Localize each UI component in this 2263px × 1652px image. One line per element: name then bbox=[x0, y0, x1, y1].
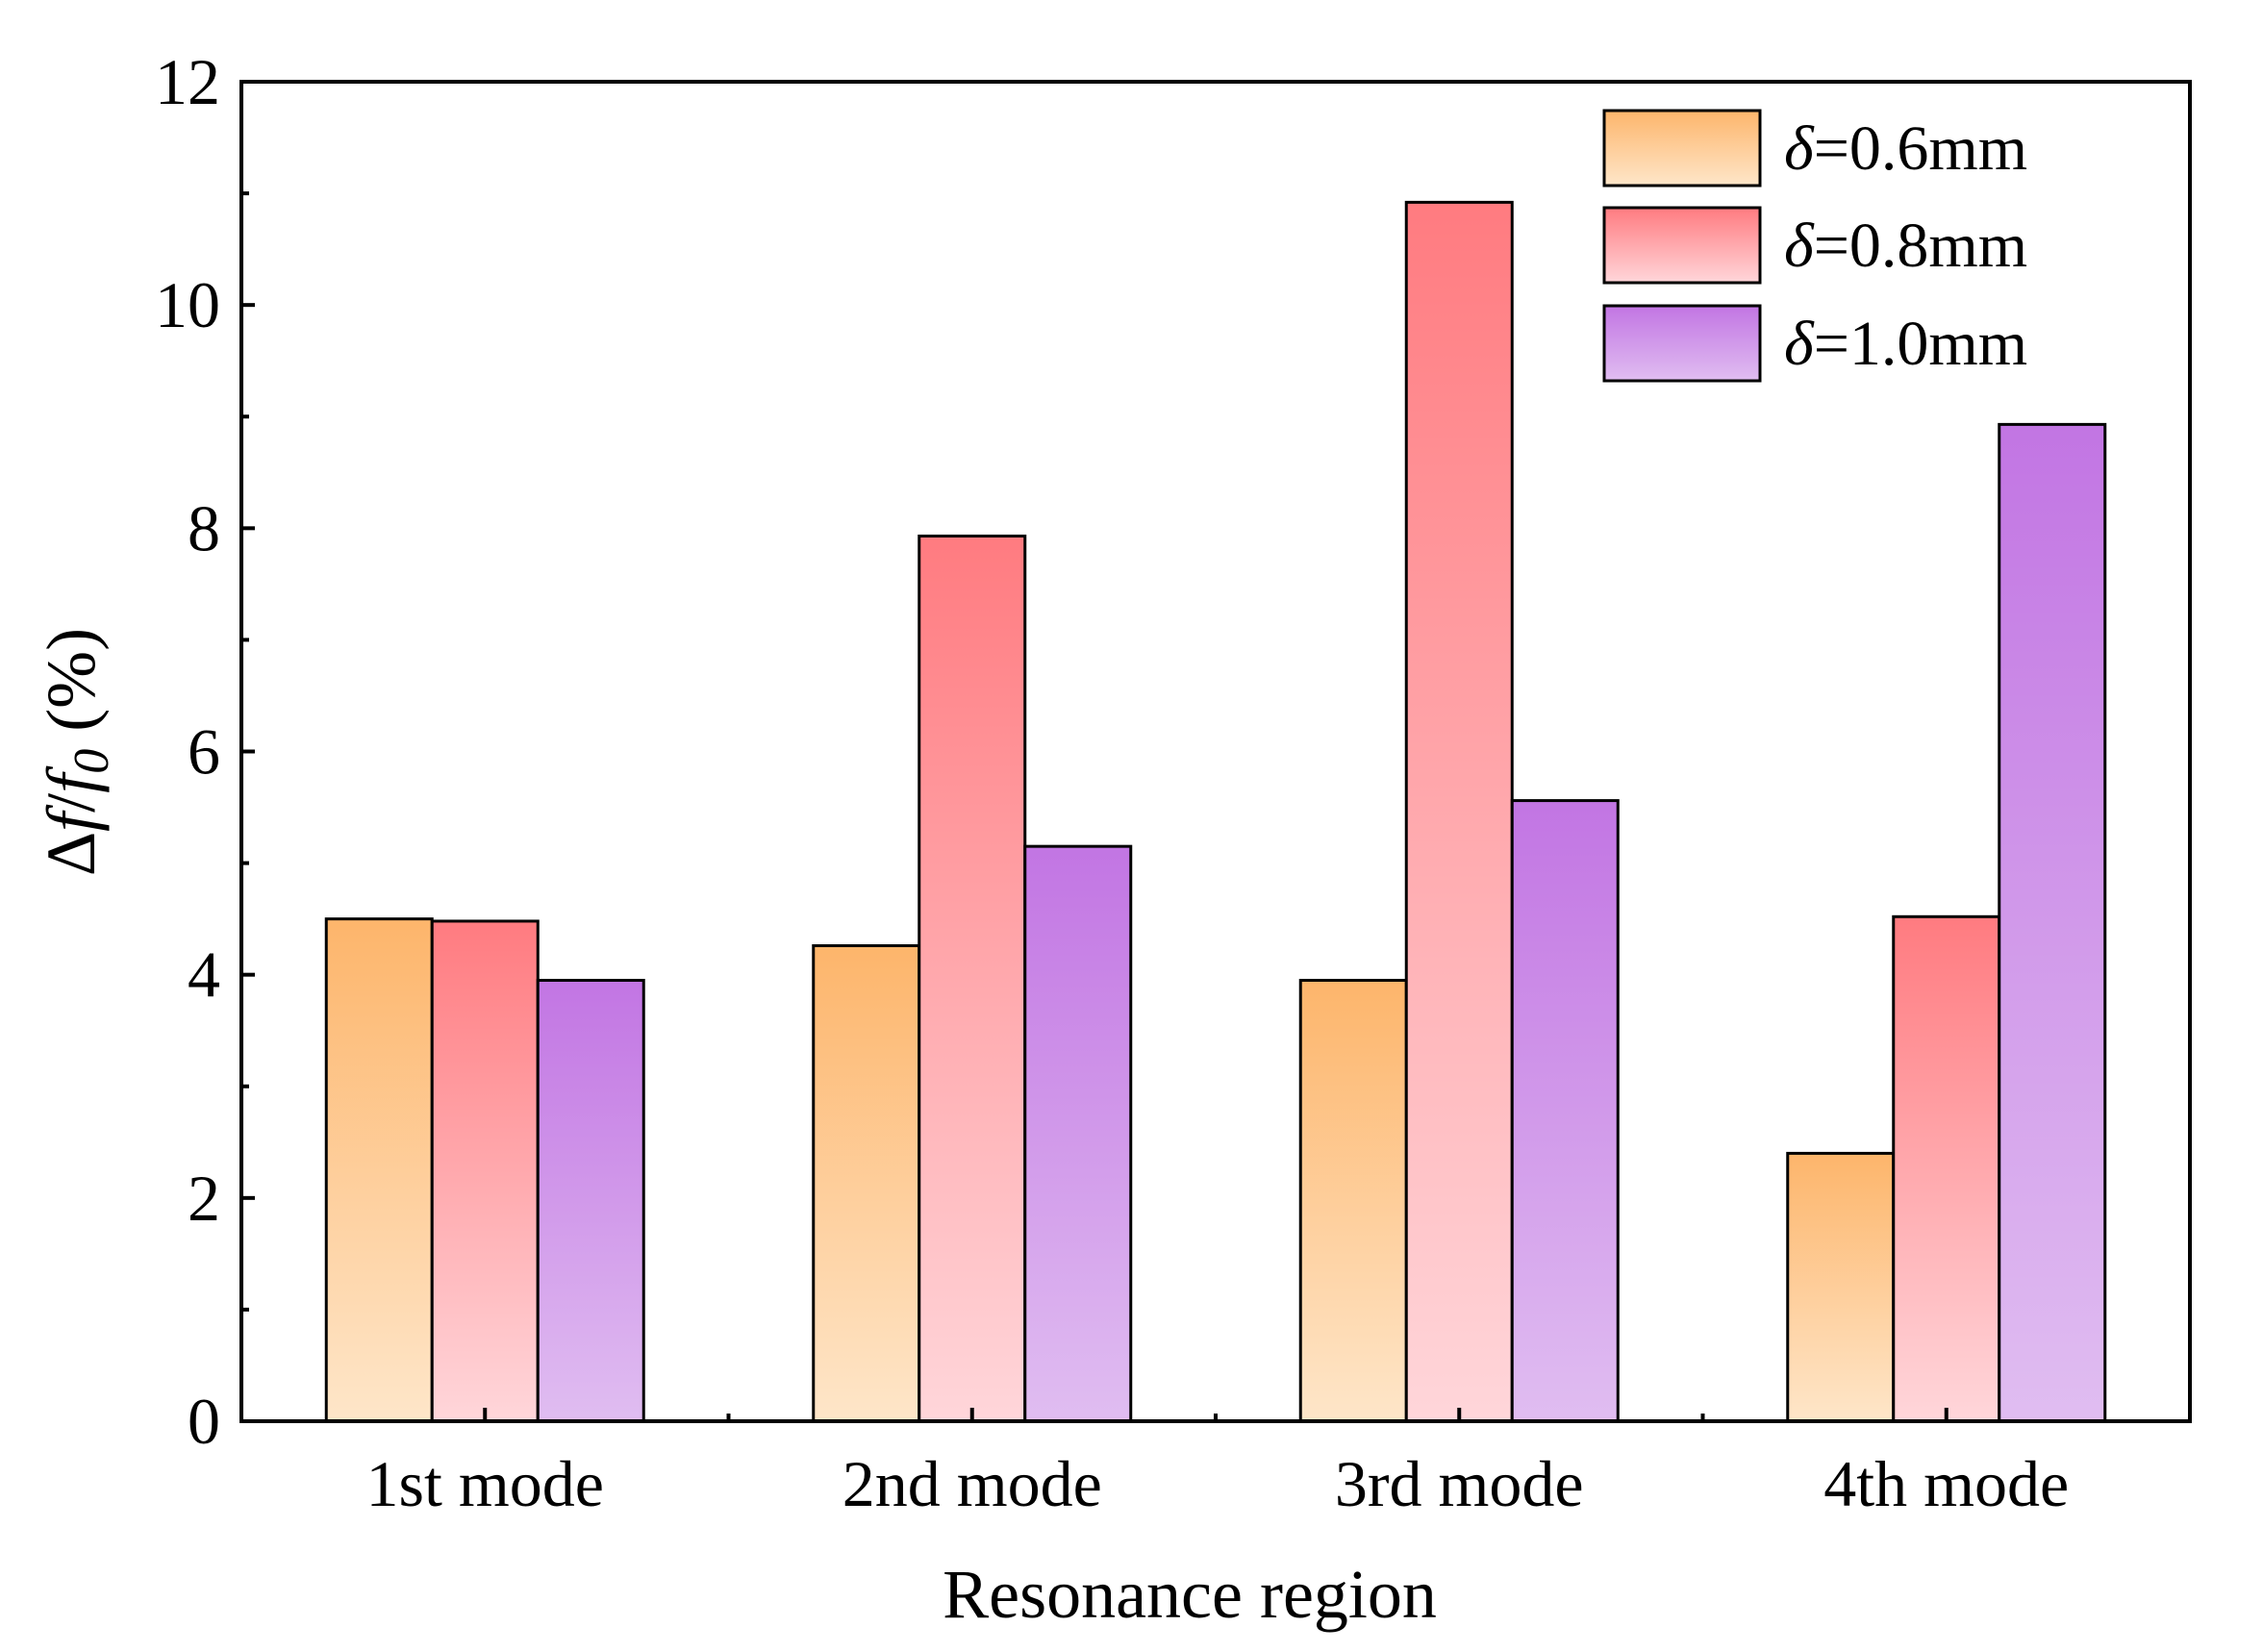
legend-label-2: δ=1.0mm bbox=[1784, 309, 2027, 379]
y-axis-title: Δf/f0 (%) bbox=[33, 628, 119, 876]
y-axis-ticks: 0 2 4 6 8 10 12 bbox=[155, 45, 255, 1458]
bars-layer bbox=[324, 200, 2107, 1423]
x-axis-ticks: 1st mode 2nd mode 3rd mode 4th mode bbox=[366, 1408, 2069, 1520]
y-tick-label: 10 bbox=[155, 268, 220, 341]
bar-1-1st-mode bbox=[324, 917, 434, 1423]
legend-item-0: δ=0.6mm bbox=[1602, 109, 2027, 188]
y-tick-label: 12 bbox=[155, 45, 220, 118]
y-tick-label: 8 bbox=[188, 491, 220, 564]
legend-item-2: δ=1.0mm bbox=[1602, 304, 2027, 383]
y-tick-label: 2 bbox=[188, 1162, 220, 1235]
legend-swatch-1 bbox=[1602, 206, 1762, 285]
bar-3-3rd-mode bbox=[1510, 799, 1620, 1423]
bar-3-4th-mode bbox=[1998, 422, 2107, 1423]
bar-2-1st-mode bbox=[430, 919, 540, 1423]
legend-label-0: δ=0.6mm bbox=[1784, 113, 2027, 184]
legend-swatch-0 bbox=[1602, 109, 1762, 188]
legend: δ=0.6mm δ=0.8mm δ=1.0mm bbox=[1602, 109, 2027, 383]
legend-swatch-2 bbox=[1602, 304, 1762, 383]
x-tick-label: 4th mode bbox=[1823, 1447, 2069, 1520]
bar-2-3rd-mode bbox=[1404, 200, 1514, 1423]
bar-1-3rd-mode bbox=[1298, 978, 1408, 1423]
bar-3-1st-mode bbox=[536, 978, 645, 1423]
legend-label-1: δ=0.8mm bbox=[1784, 211, 2027, 281]
y-tick-label: 6 bbox=[188, 715, 220, 788]
y-tick-label: 0 bbox=[188, 1385, 220, 1458]
x-tick-label: 2nd mode bbox=[842, 1447, 1102, 1520]
bar-1-4th-mode bbox=[1786, 1151, 1896, 1423]
y-tick-label: 4 bbox=[188, 939, 220, 1012]
bar-2-4th-mode bbox=[1892, 914, 2001, 1423]
bar-2-2nd-mode bbox=[918, 534, 1027, 1423]
x-tick-label: 1st mode bbox=[366, 1447, 604, 1520]
plot-frame bbox=[239, 80, 2192, 1423]
x-axis-title: Resonance region bbox=[943, 1556, 1437, 1633]
bar-3-2nd-mode bbox=[1023, 844, 1133, 1423]
legend-item-1: δ=0.8mm bbox=[1602, 206, 2027, 285]
bar-1-2nd-mode bbox=[812, 943, 921, 1423]
x-tick-label: 3rd mode bbox=[1335, 1447, 1584, 1520]
